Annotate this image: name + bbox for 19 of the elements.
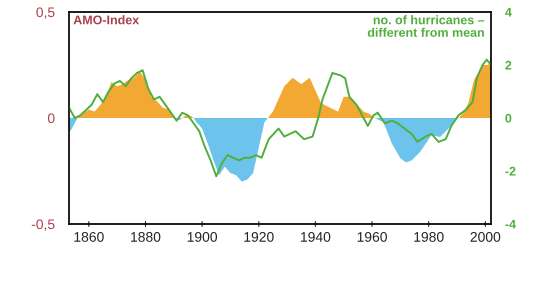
y-tick-label: 0,5	[36, 7, 55, 19]
x-tick-label: 1920	[244, 232, 274, 242]
y-tick-label: -0,5	[32, 219, 55, 231]
y2-tick-label: -4	[505, 220, 516, 229]
y2-tick-label: 0	[505, 114, 512, 123]
x-tick-label: 1860	[74, 232, 104, 242]
x-tick-label: 2000	[470, 232, 500, 242]
x-tick-label: 1880	[131, 232, 160, 242]
x-tick-label: 1900	[188, 232, 218, 242]
line-series	[69, 58, 491, 178]
series-label: no. of hurricanes – different from mean	[368, 15, 484, 37]
annotation: AMO-Index	[74, 15, 140, 24]
x-tick-label: 1980	[414, 232, 444, 242]
y2-tick-label: 2	[505, 60, 512, 70]
y-tick-label: 0	[48, 113, 55, 124]
x-tick-label: 1940	[301, 232, 330, 242]
y2-tick-label: 4	[505, 8, 512, 17]
y2-tick-label: -2	[505, 166, 516, 176]
x-tick-label: 1960	[358, 232, 387, 242]
